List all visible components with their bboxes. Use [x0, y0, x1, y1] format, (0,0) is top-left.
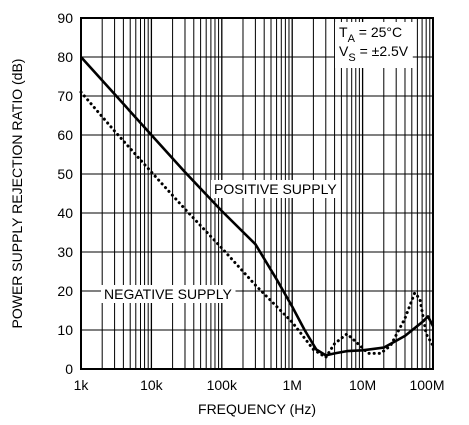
x-tick-label: 1k — [74, 377, 90, 393]
svg-text:POSITIVE SUPPLY: POSITIVE SUPPLY — [214, 181, 337, 197]
y-tick-label: 80 — [57, 49, 73, 65]
x-tick-label: 1M — [282, 377, 301, 393]
condition-vs: VS = ±2.5V — [339, 43, 409, 64]
x-tick-label: 10M — [349, 377, 376, 393]
y-tick-label: 0 — [65, 361, 73, 377]
plot-frame — [80, 17, 434, 370]
x-tick-label: 100M — [409, 377, 444, 393]
y-tick-label: 20 — [57, 283, 73, 299]
svg-text:NEGATIVE SUPPLY: NEGATIVE SUPPLY — [104, 286, 233, 302]
x-axis-title: FREQUENCY (Hz) — [198, 401, 316, 417]
x-tick-label: 10k — [140, 377, 164, 393]
negative-supply-line — [79, 90, 435, 359]
x-tick-labels: 1k 10k 100k 1M 10M 100M — [74, 377, 445, 393]
y-tick-label: 70 — [57, 88, 73, 104]
y-tick-labels: 0 10 20 30 40 50 60 70 80 90 — [57, 10, 73, 377]
conditions-box: TA = 25°C VS = ±2.5V — [335, 22, 413, 68]
y-tick-label: 50 — [57, 166, 73, 182]
x-tick-label: 100k — [207, 377, 238, 393]
y-tick-label: 40 — [57, 205, 73, 221]
y-tick-label: 90 — [57, 10, 73, 26]
negative-supply-label: NEGATIVE SUPPLY — [101, 285, 236, 303]
y-tick-label: 30 — [57, 244, 73, 260]
condition-ta: TA = 25°C — [339, 24, 402, 45]
y-tick-label: 60 — [57, 127, 73, 143]
positive-supply-line — [80, 56, 435, 357]
series-lines — [79, 56, 435, 359]
y-tick-label: 10 — [57, 322, 73, 338]
positive-supply-label: POSITIVE SUPPLY — [211, 180, 341, 198]
y-axis-title: POWER SUPPLY REJECTION RATIO (dB) — [9, 59, 25, 329]
